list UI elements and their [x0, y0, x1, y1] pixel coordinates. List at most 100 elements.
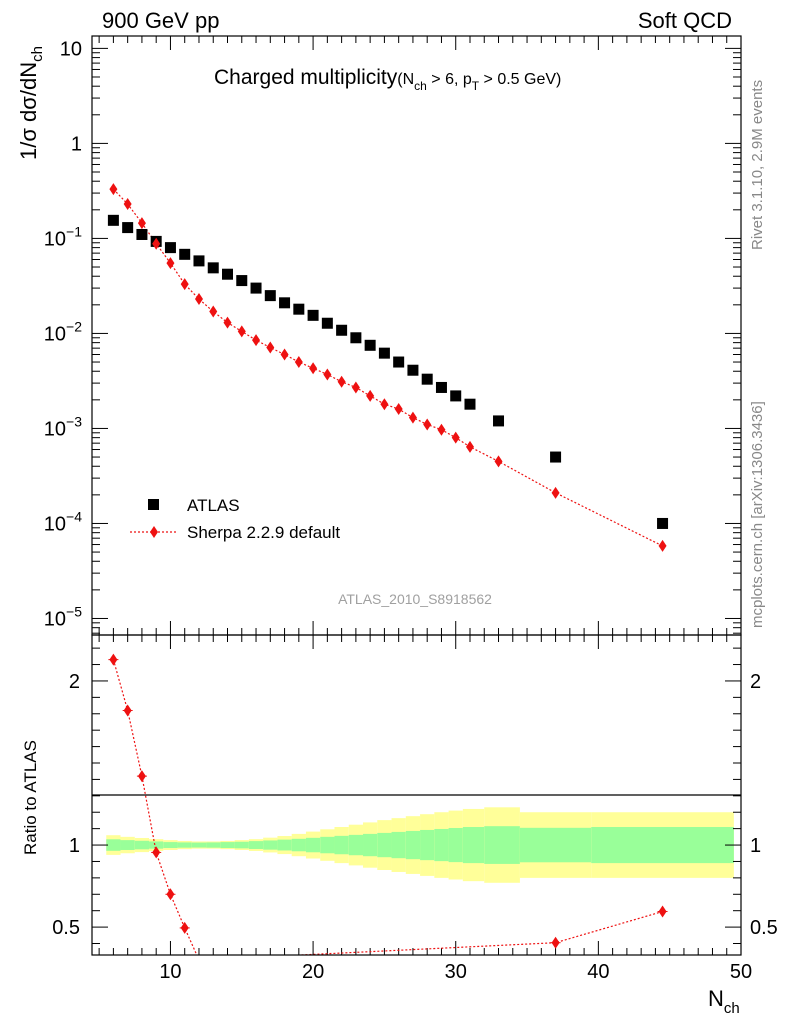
band-inner-bin — [163, 842, 178, 849]
legend-mc-label: Sherpa 2.2.9 default — [187, 523, 340, 542]
x-tick-label: 10 — [159, 961, 181, 983]
ratio-y-tick-label-right: 1 — [750, 835, 761, 857]
band-inner-bin — [363, 833, 378, 857]
y-tick-label: 10−3 — [44, 413, 82, 440]
atlas-point — [193, 255, 205, 267]
x-axis-label: Nch — [708, 986, 740, 1017]
mc-point — [451, 431, 460, 444]
atlas-point — [493, 415, 505, 427]
atlas-point — [279, 297, 291, 309]
mc-point — [280, 348, 289, 361]
band-inner-bin — [591, 827, 734, 864]
ratio-uncertainty-band — [106, 807, 734, 883]
band-inner-bin — [263, 840, 278, 850]
band-inner-bin — [420, 829, 435, 861]
chart-title-cut-close: > 0.5 GeV) — [479, 71, 561, 88]
y-tick-label: 10−5 — [44, 603, 82, 630]
mc-point — [408, 411, 417, 424]
mc-point — [437, 423, 446, 436]
mc-point — [551, 486, 560, 499]
atlas-point — [407, 364, 419, 376]
x-tick-label: 20 — [302, 961, 324, 983]
atlas-point — [435, 381, 447, 393]
chart-title-main: Charged multiplicity — [214, 66, 398, 89]
atlas-point — [222, 268, 234, 280]
atlas-point — [164, 242, 176, 254]
atlas-point — [550, 451, 562, 463]
ratio-y-tick-label-left: 1 — [69, 835, 80, 857]
mc-point — [309, 362, 318, 375]
legend-data-marker — [148, 499, 159, 510]
bottom-panel-frame — [91, 634, 742, 956]
atlas-point — [364, 339, 376, 351]
mc-point — [380, 398, 389, 411]
analysis-watermark: ATLAS_2010_S8918562 — [338, 591, 492, 607]
band-inner-bin — [484, 826, 520, 864]
mc-point — [223, 316, 232, 329]
x-tick-label: 30 — [445, 961, 467, 983]
mc-point — [465, 440, 474, 453]
ratio-y-tick-label-left: 0.5 — [52, 917, 80, 939]
atlas-point — [107, 214, 119, 226]
x-tick-label: 50 — [730, 961, 752, 983]
ratio-y-tick-label-right: 2 — [750, 671, 761, 693]
mc-point — [166, 257, 175, 270]
header-left: 900 GeV pp — [102, 8, 219, 33]
band-inner-bin — [206, 842, 221, 848]
x-axis-label-sub: ch — [724, 1000, 740, 1017]
band-inner-bin — [348, 834, 364, 856]
band-inner-bin — [277, 839, 292, 851]
atlas-point — [122, 222, 134, 234]
y-tick-label: 10−4 — [44, 508, 82, 535]
atlas-point — [136, 228, 148, 240]
mc-point — [337, 375, 346, 388]
atlas-point — [450, 390, 462, 402]
top-panel-ticks: 10 1 10−1 10−2 10−3 10−4 10−5 — [44, 36, 742, 635]
band-inner-bin — [320, 836, 335, 854]
band-inner-bin — [234, 841, 249, 849]
y-tick-label: 10 — [60, 38, 82, 60]
band-inner-bin — [220, 842, 235, 849]
mc-point — [494, 455, 503, 468]
band-inner-bin — [134, 840, 150, 850]
band-inner-bin — [462, 827, 485, 864]
legend: ATLAS Sherpa 2.2.9 default — [130, 496, 340, 542]
y-tick-label: 10−2 — [44, 318, 82, 345]
mc-point — [152, 237, 161, 250]
y-axis-label-top-sub: ch — [29, 46, 46, 62]
mc-point — [423, 418, 432, 431]
y-tick-label: 1 — [71, 133, 82, 155]
header-right: Soft QCD — [638, 8, 732, 33]
mc-point — [366, 389, 375, 402]
ratio-y-tick-label-right: 0.5 — [750, 917, 778, 939]
bottom-panel-ticks: 10 20 30 40 50 0.5 0.5 1 1 2 2 — [52, 635, 778, 983]
ratio-y-tick-label-left: 2 — [69, 671, 80, 693]
mc-point — [323, 368, 332, 381]
mc-point — [180, 278, 189, 291]
mc-point — [123, 198, 132, 211]
mc-point — [394, 403, 403, 416]
atlas-point — [393, 356, 405, 368]
chart-title: Charged multiplicity(Nch > 6, pT > 0.5 G… — [214, 66, 561, 93]
band-inner-bin — [434, 828, 449, 862]
atlas-point — [350, 332, 362, 344]
band-inner-bin — [191, 842, 207, 848]
band-inner-bin — [377, 832, 392, 858]
mc-point — [137, 217, 146, 230]
mc-point — [194, 293, 203, 306]
mc-point — [109, 183, 118, 196]
mc-point — [294, 356, 303, 369]
mc-point — [252, 334, 261, 347]
atlas-point — [321, 317, 333, 329]
mc-point — [351, 381, 360, 394]
chart-title-cut-mid: > 6, p — [427, 71, 472, 88]
y-tick-label: 10−1 — [44, 223, 82, 250]
legend-mc-marker — [150, 526, 158, 538]
atlas-point — [421, 373, 433, 385]
atlas-point — [293, 303, 305, 315]
mc-point — [209, 305, 218, 318]
band-inner-bin — [448, 827, 463, 863]
chart-title-cut-open: (N — [397, 71, 414, 88]
top-panel-data — [107, 183, 669, 552]
